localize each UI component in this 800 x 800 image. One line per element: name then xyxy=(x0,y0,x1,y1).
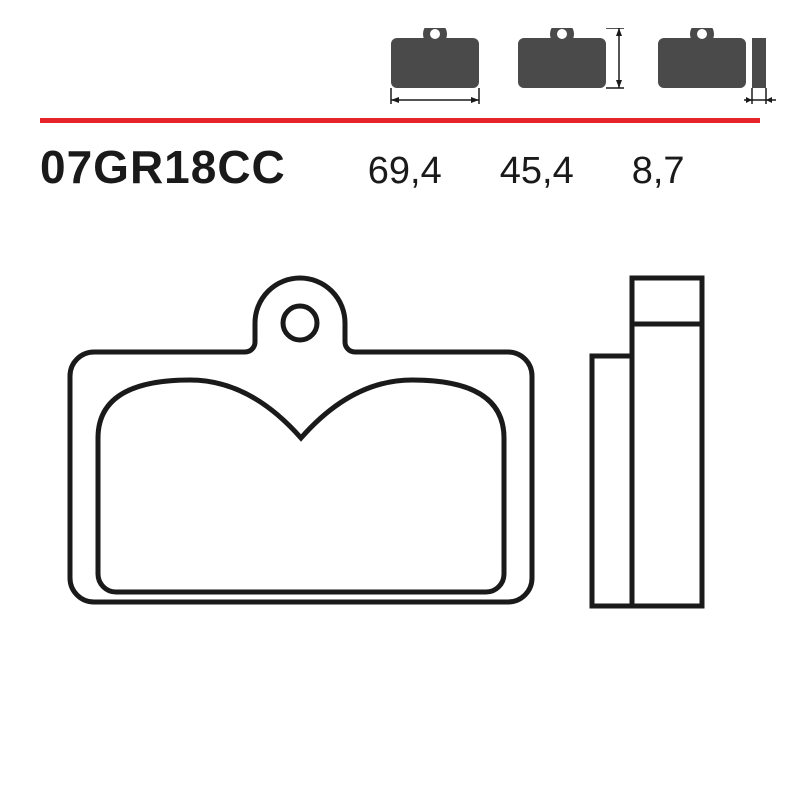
thickness-dimension-icon xyxy=(652,28,780,111)
red-divider-line xyxy=(40,118,760,123)
dimension-values: 69,4 45,4 8,7 xyxy=(368,150,685,193)
width-value: 69,4 xyxy=(368,150,442,193)
brake-pad-front-view xyxy=(70,278,532,602)
dimension-icons-row xyxy=(380,28,780,111)
thickness-value: 8,7 xyxy=(632,150,685,193)
spec-row: 07GR18CC 69,4 45,4 8,7 xyxy=(40,140,760,194)
part-number: 07GR18CC xyxy=(40,140,286,194)
height-value: 45,4 xyxy=(500,150,574,193)
technical-drawing xyxy=(40,260,760,760)
width-dimension-icon xyxy=(380,28,490,111)
brake-pad-side-view xyxy=(592,278,702,606)
height-dimension-icon xyxy=(512,28,630,111)
